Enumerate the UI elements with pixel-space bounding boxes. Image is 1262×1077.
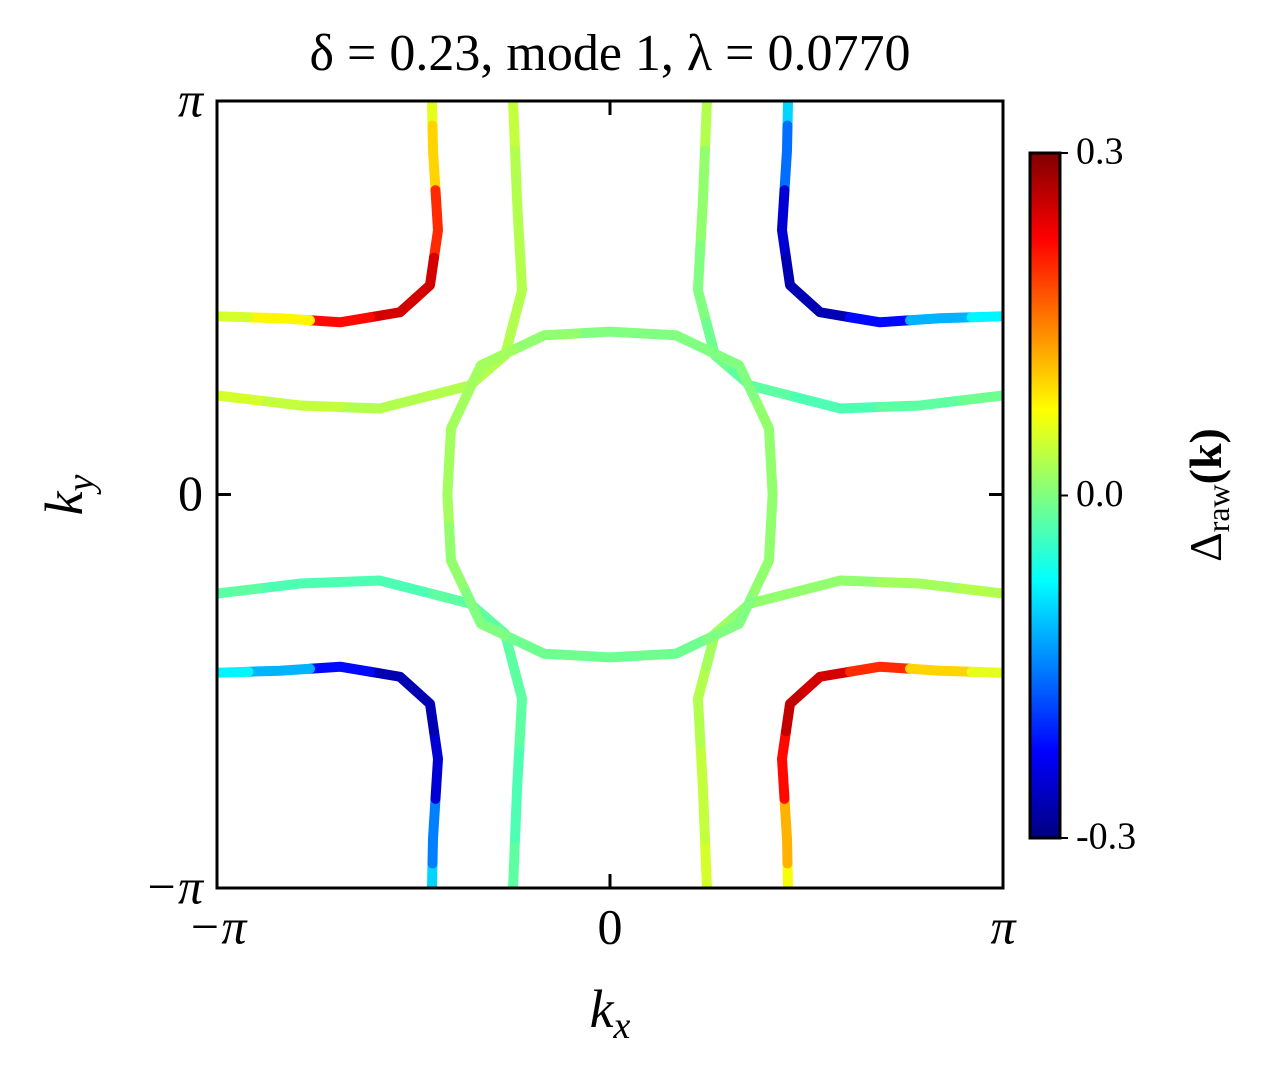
fermi-surface-segment [781, 252, 811, 304]
fermi-surface-segment [790, 575, 886, 598]
fermi-surface-segment [956, 390, 1003, 406]
y-axis-label: ky [34, 474, 101, 515]
fermi-surface-segment [966, 666, 1003, 678]
fermi-surface-segment [699, 833, 712, 888]
fermi-surface-segment [875, 577, 967, 594]
fermi-surface-segment [904, 663, 977, 677]
colorbar-label-sub: raw [1200, 484, 1236, 532]
fermi-surface-segment [365, 666, 420, 696]
fermi-surface-segment [460, 587, 518, 644]
y-tick-label: −π [144, 858, 205, 914]
fermi-surface-segment [572, 650, 648, 663]
fermi-surface-segment [749, 522, 776, 598]
colorbar-label-tail: (k) [1180, 428, 1231, 484]
fermi-surface-segment [444, 522, 471, 598]
curves [217, 101, 1003, 888]
fermi-surface-segment [702, 587, 760, 644]
fermi-surface-segment [765, 456, 778, 533]
fermi-surface-segment [692, 240, 712, 328]
fermi-surface-segment [749, 391, 776, 467]
colorbar [1028, 151, 1062, 840]
x-label-main: k [590, 979, 615, 1039]
fermi-surface-segment [460, 345, 518, 402]
x-tick-label: 0 [598, 898, 623, 954]
fermi-surface-segment [217, 390, 264, 406]
fermi-surface-segment [365, 293, 420, 323]
colorbar-tick-label: 0.0 [1076, 473, 1124, 515]
colorbar-label-main: Δ [1180, 532, 1231, 562]
fermi-surface-segment [444, 391, 471, 467]
fermi-surface-segment [844, 661, 915, 677]
fermi-surface-segment [510, 145, 525, 251]
fermi-surface-segment [695, 145, 710, 251]
fermi-surface-segment [904, 312, 977, 326]
fermi-surface-segment [253, 395, 345, 412]
x-tick-label: π [990, 898, 1017, 954]
fermi-surface-segment [800, 666, 855, 696]
fermi-surface-segment [800, 293, 855, 323]
fermi-surface-segment [305, 661, 376, 677]
fermi-surface-segment [507, 328, 583, 356]
fermi-surface-segment [508, 661, 528, 749]
fermi-surface-segment [777, 726, 792, 804]
fermi-surface-segment [844, 312, 915, 328]
fermi-surface-segment [253, 577, 345, 594]
fermi-surface-segment [409, 685, 439, 737]
fermi-surface-segment [305, 312, 376, 328]
fermi-surface-segment [699, 101, 712, 156]
fermi-surface-segment [956, 583, 1003, 599]
fermi-surface-segment [777, 185, 792, 263]
fermi-surface-segment [428, 726, 443, 804]
y-tick-label: π [178, 71, 205, 127]
y-label-sub: y [60, 474, 102, 495]
fermi-surface-segment [779, 120, 793, 196]
fermi-surface-segment [779, 793, 793, 869]
fermi-surface-segment [637, 328, 713, 356]
fermi-surface-segment [507, 633, 583, 661]
y-label-main: k [34, 490, 94, 515]
fermi-surface-segment [243, 312, 316, 326]
fermi-surface-segment [695, 738, 710, 844]
colorbar-tick-label: 0.3 [1076, 131, 1124, 173]
colorbar-tick-label: -0.3 [1076, 816, 1136, 858]
fermi-surface-segment [637, 633, 713, 661]
x-tick-label: −π [188, 898, 249, 954]
colorbar-label: Δraw(k) [1180, 428, 1237, 562]
fermi-surface-segment [427, 120, 441, 196]
fermi-surface-segment [966, 311, 1003, 323]
fermi-surface-segment [781, 685, 811, 737]
fermi-surface-segment [409, 252, 439, 304]
fermi-surface-segment [442, 456, 455, 533]
fermi-surface-segment [508, 240, 528, 328]
fermi-surface-segment [790, 391, 886, 414]
fermi-surface-segment [428, 185, 443, 263]
fermi-surface-segment [692, 661, 712, 749]
fermi-surface-segment [572, 326, 648, 339]
fermi-surface-segment [875, 395, 967, 412]
x-axis-label: kx [590, 979, 631, 1046]
chart-title: δ = 0.23, mode 1, λ = 0.0770 [310, 25, 911, 82]
y-tick-label: 0 [178, 465, 203, 521]
fermi-surface-segment [702, 345, 760, 402]
fermi-surface-segment [508, 833, 521, 888]
fermi-surface-segment [334, 391, 430, 414]
fermi-surface-segment [510, 738, 525, 844]
x-label-sub: x [613, 1005, 631, 1047]
fermi-surface-segment [217, 666, 254, 678]
fermi-surface-segment [427, 793, 441, 869]
plot-frame [215, 99, 1005, 890]
fermi-surface-segment [508, 101, 521, 156]
fermi-surface-segment [334, 575, 430, 598]
fermi-surface-segment [217, 311, 254, 323]
fermi-surface-segment [243, 663, 316, 677]
fermi-surface-segment [217, 583, 264, 599]
